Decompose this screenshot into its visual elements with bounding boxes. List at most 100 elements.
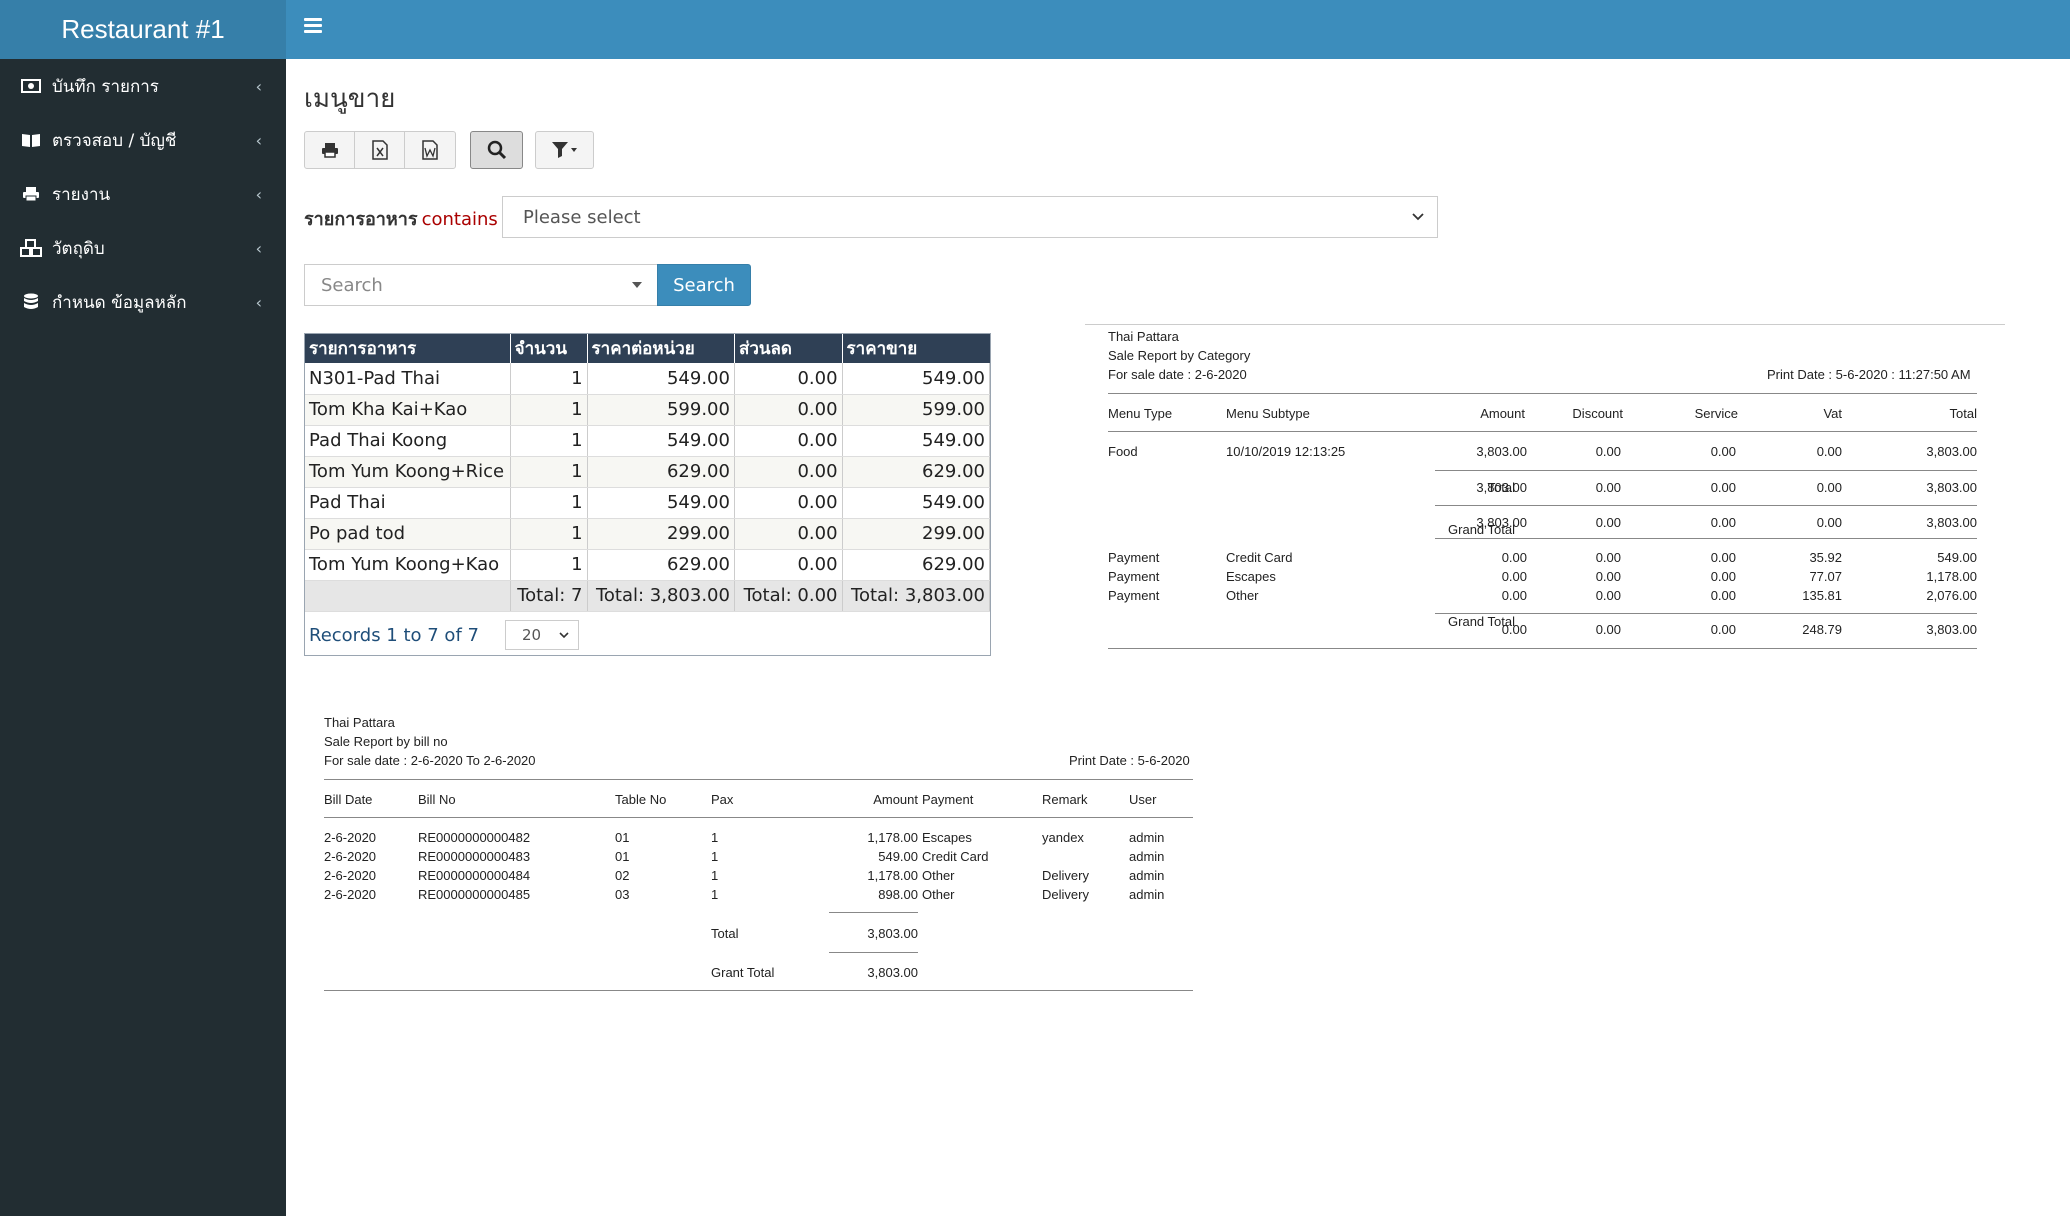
- bill-payment: Other: [922, 887, 955, 902]
- export-word-button[interactable]: [404, 131, 456, 169]
- sidebar-item-label: บันทึก รายการ: [52, 76, 159, 97]
- bill-user: admin: [1129, 887, 1165, 902]
- column-header[interactable]: จำนวน: [510, 334, 588, 363]
- search-button[interactable]: Search: [657, 264, 751, 306]
- report-title: Sale Report by Category: [1108, 348, 1251, 363]
- column-header[interactable]: ราคาขาย: [842, 334, 990, 363]
- sidebar-item-reports[interactable]: รายงาน ‹: [0, 167, 286, 221]
- menu-subtype: 10/10/2019 12:13:25: [1226, 444, 1346, 459]
- cell-qty: 1: [510, 518, 588, 550]
- divider: [1108, 431, 1977, 432]
- total-cell: Total: 0.00: [734, 580, 843, 612]
- brand-logo[interactable]: Restaurant #1: [0, 0, 286, 59]
- divider: [324, 779, 1193, 780]
- divider: [324, 817, 1193, 818]
- table-row[interactable]: N301-Pad Thai 1 549.00 0.00 549.00: [305, 363, 991, 395]
- payment-method: Credit Card: [1226, 550, 1293, 565]
- word-icon: [422, 140, 438, 160]
- sidebar-item-master-data[interactable]: กำหนด ข้อมูลหลัก ‹: [0, 275, 286, 329]
- table-row[interactable]: Tom Yum Koong+Rice 1 629.00 0.00 629.00: [305, 456, 991, 488]
- search-input[interactable]: Search: [304, 264, 617, 306]
- chevron-left-icon: ‹: [255, 293, 262, 312]
- table-row[interactable]: Pad Thai Koong 1 549.00 0.00 549.00: [305, 425, 991, 457]
- divider: [829, 912, 918, 913]
- sidebar-item-label: วัตถุดิบ: [52, 238, 105, 259]
- column-header[interactable]: ราคาต่อหน่วย: [587, 334, 735, 363]
- payment-service: 0.00: [1710, 550, 1736, 565]
- total-label: Total: [1487, 480, 1515, 495]
- money-icon: [20, 77, 42, 95]
- cell-item: Tom Yum Koong+Kao: [305, 549, 511, 581]
- menu-toggle-icon[interactable]: [304, 18, 322, 34]
- bill-payment: Escapes: [922, 830, 972, 845]
- cell-qty: 1: [510, 363, 588, 395]
- search-icon: [487, 140, 506, 160]
- bill-date: 2-6-2020: [324, 830, 377, 845]
- payment-service: 0.00: [1710, 569, 1736, 584]
- column-header[interactable]: ส่วนลด: [734, 334, 843, 363]
- cell-qty: 1: [510, 549, 588, 581]
- payment-grand-label: Grand Total: [1448, 614, 1515, 629]
- col-header: Bill No: [418, 792, 456, 807]
- search-options-dropdown[interactable]: [616, 264, 658, 306]
- sidebar-item-label: กำหนด ข้อมูลหลัก: [52, 292, 187, 313]
- cell-item: Tom Yum Koong+Rice: [305, 456, 511, 488]
- column-header[interactable]: รายการอาหาร: [305, 334, 511, 363]
- filter-label: รายการอาหาร contains: [304, 204, 498, 233]
- bill-no: RE0000000000485: [418, 887, 531, 902]
- payment-amount: 0.00: [1501, 569, 1527, 584]
- cell-qty: 1: [510, 487, 588, 519]
- filter-button[interactable]: [535, 131, 594, 169]
- cell-price: 629.00: [842, 456, 991, 488]
- cell-item: Pad Thai: [305, 487, 511, 519]
- total-cell: [305, 580, 511, 612]
- payment-vat: 135.81: [1802, 588, 1842, 603]
- bill-date: 2-6-2020: [324, 868, 377, 883]
- sidebar-item-label: รายงาน: [52, 184, 111, 205]
- table-row[interactable]: Pad Thai 1 549.00 0.00 549.00: [305, 487, 991, 519]
- table-row[interactable]: Tom Yum Koong+Kao 1 629.00 0.00 629.00: [305, 549, 991, 581]
- sidebar-item-record[interactable]: บันทึก รายการ ‹: [0, 59, 286, 113]
- cell-unit-price: 549.00: [587, 425, 735, 457]
- print-button[interactable]: [304, 131, 355, 169]
- cell-discount: 0.00: [734, 425, 843, 457]
- grand-service: 0.00: [1710, 515, 1736, 530]
- total-cell: Total: 3,803.00: [587, 580, 735, 612]
- payment-grand-amount: 0.00: [1501, 622, 1527, 637]
- table-row[interactable]: Po pad tod 1 299.00 0.00 299.00: [305, 518, 991, 550]
- table-row[interactable]: Tom Kha Kai+Kao 1 599.00 0.00 599.00: [305, 394, 991, 426]
- divider: [1435, 470, 1977, 471]
- cell-discount: 0.00: [734, 518, 843, 550]
- divider: [1435, 538, 1977, 539]
- filter-select-value: Please select: [523, 206, 641, 228]
- payment-total: 549.00: [1937, 550, 1977, 565]
- col-header: Amount: [873, 792, 918, 807]
- pax: 1: [711, 887, 719, 902]
- divider: [1435, 613, 1977, 614]
- grand-discount: 0.00: [1595, 515, 1621, 530]
- payment-total: 1,178.00: [1926, 569, 1977, 584]
- page-size-select[interactable]: 20: [504, 620, 579, 650]
- chevron-left-icon: ‹: [255, 239, 262, 258]
- cell-price: 549.00: [842, 425, 991, 457]
- col-header: Service: [1694, 406, 1738, 421]
- sidebar-item-ingredients[interactable]: วัตถุดิบ ‹: [0, 221, 286, 275]
- cell-item: Pad Thai Koong: [305, 425, 511, 457]
- divider: [1108, 393, 1977, 394]
- col-header: Pax: [711, 792, 734, 807]
- col-header: Table No: [615, 792, 667, 807]
- cell-discount: 0.00: [734, 487, 843, 519]
- bill-amount: 1,178.00: [867, 830, 918, 845]
- sidebar-item-audit[interactable]: ตรวจสอบ / บัญชี ‹: [0, 113, 286, 167]
- search-toggle-button[interactable]: [470, 131, 523, 169]
- export-excel-button[interactable]: [354, 131, 405, 169]
- filter-value-select[interactable]: Please select: [502, 196, 1438, 238]
- col-header: Remark: [1042, 792, 1088, 807]
- cubes-icon: [20, 239, 42, 257]
- grand-vat: 0.00: [1816, 515, 1842, 530]
- filter-field-label: รายการอาหาร: [304, 209, 418, 230]
- payment-discount: 0.00: [1595, 588, 1621, 603]
- col-header: Payment: [922, 792, 974, 807]
- bill-payment: Other: [922, 868, 955, 883]
- bill-no: RE0000000000484: [418, 868, 531, 883]
